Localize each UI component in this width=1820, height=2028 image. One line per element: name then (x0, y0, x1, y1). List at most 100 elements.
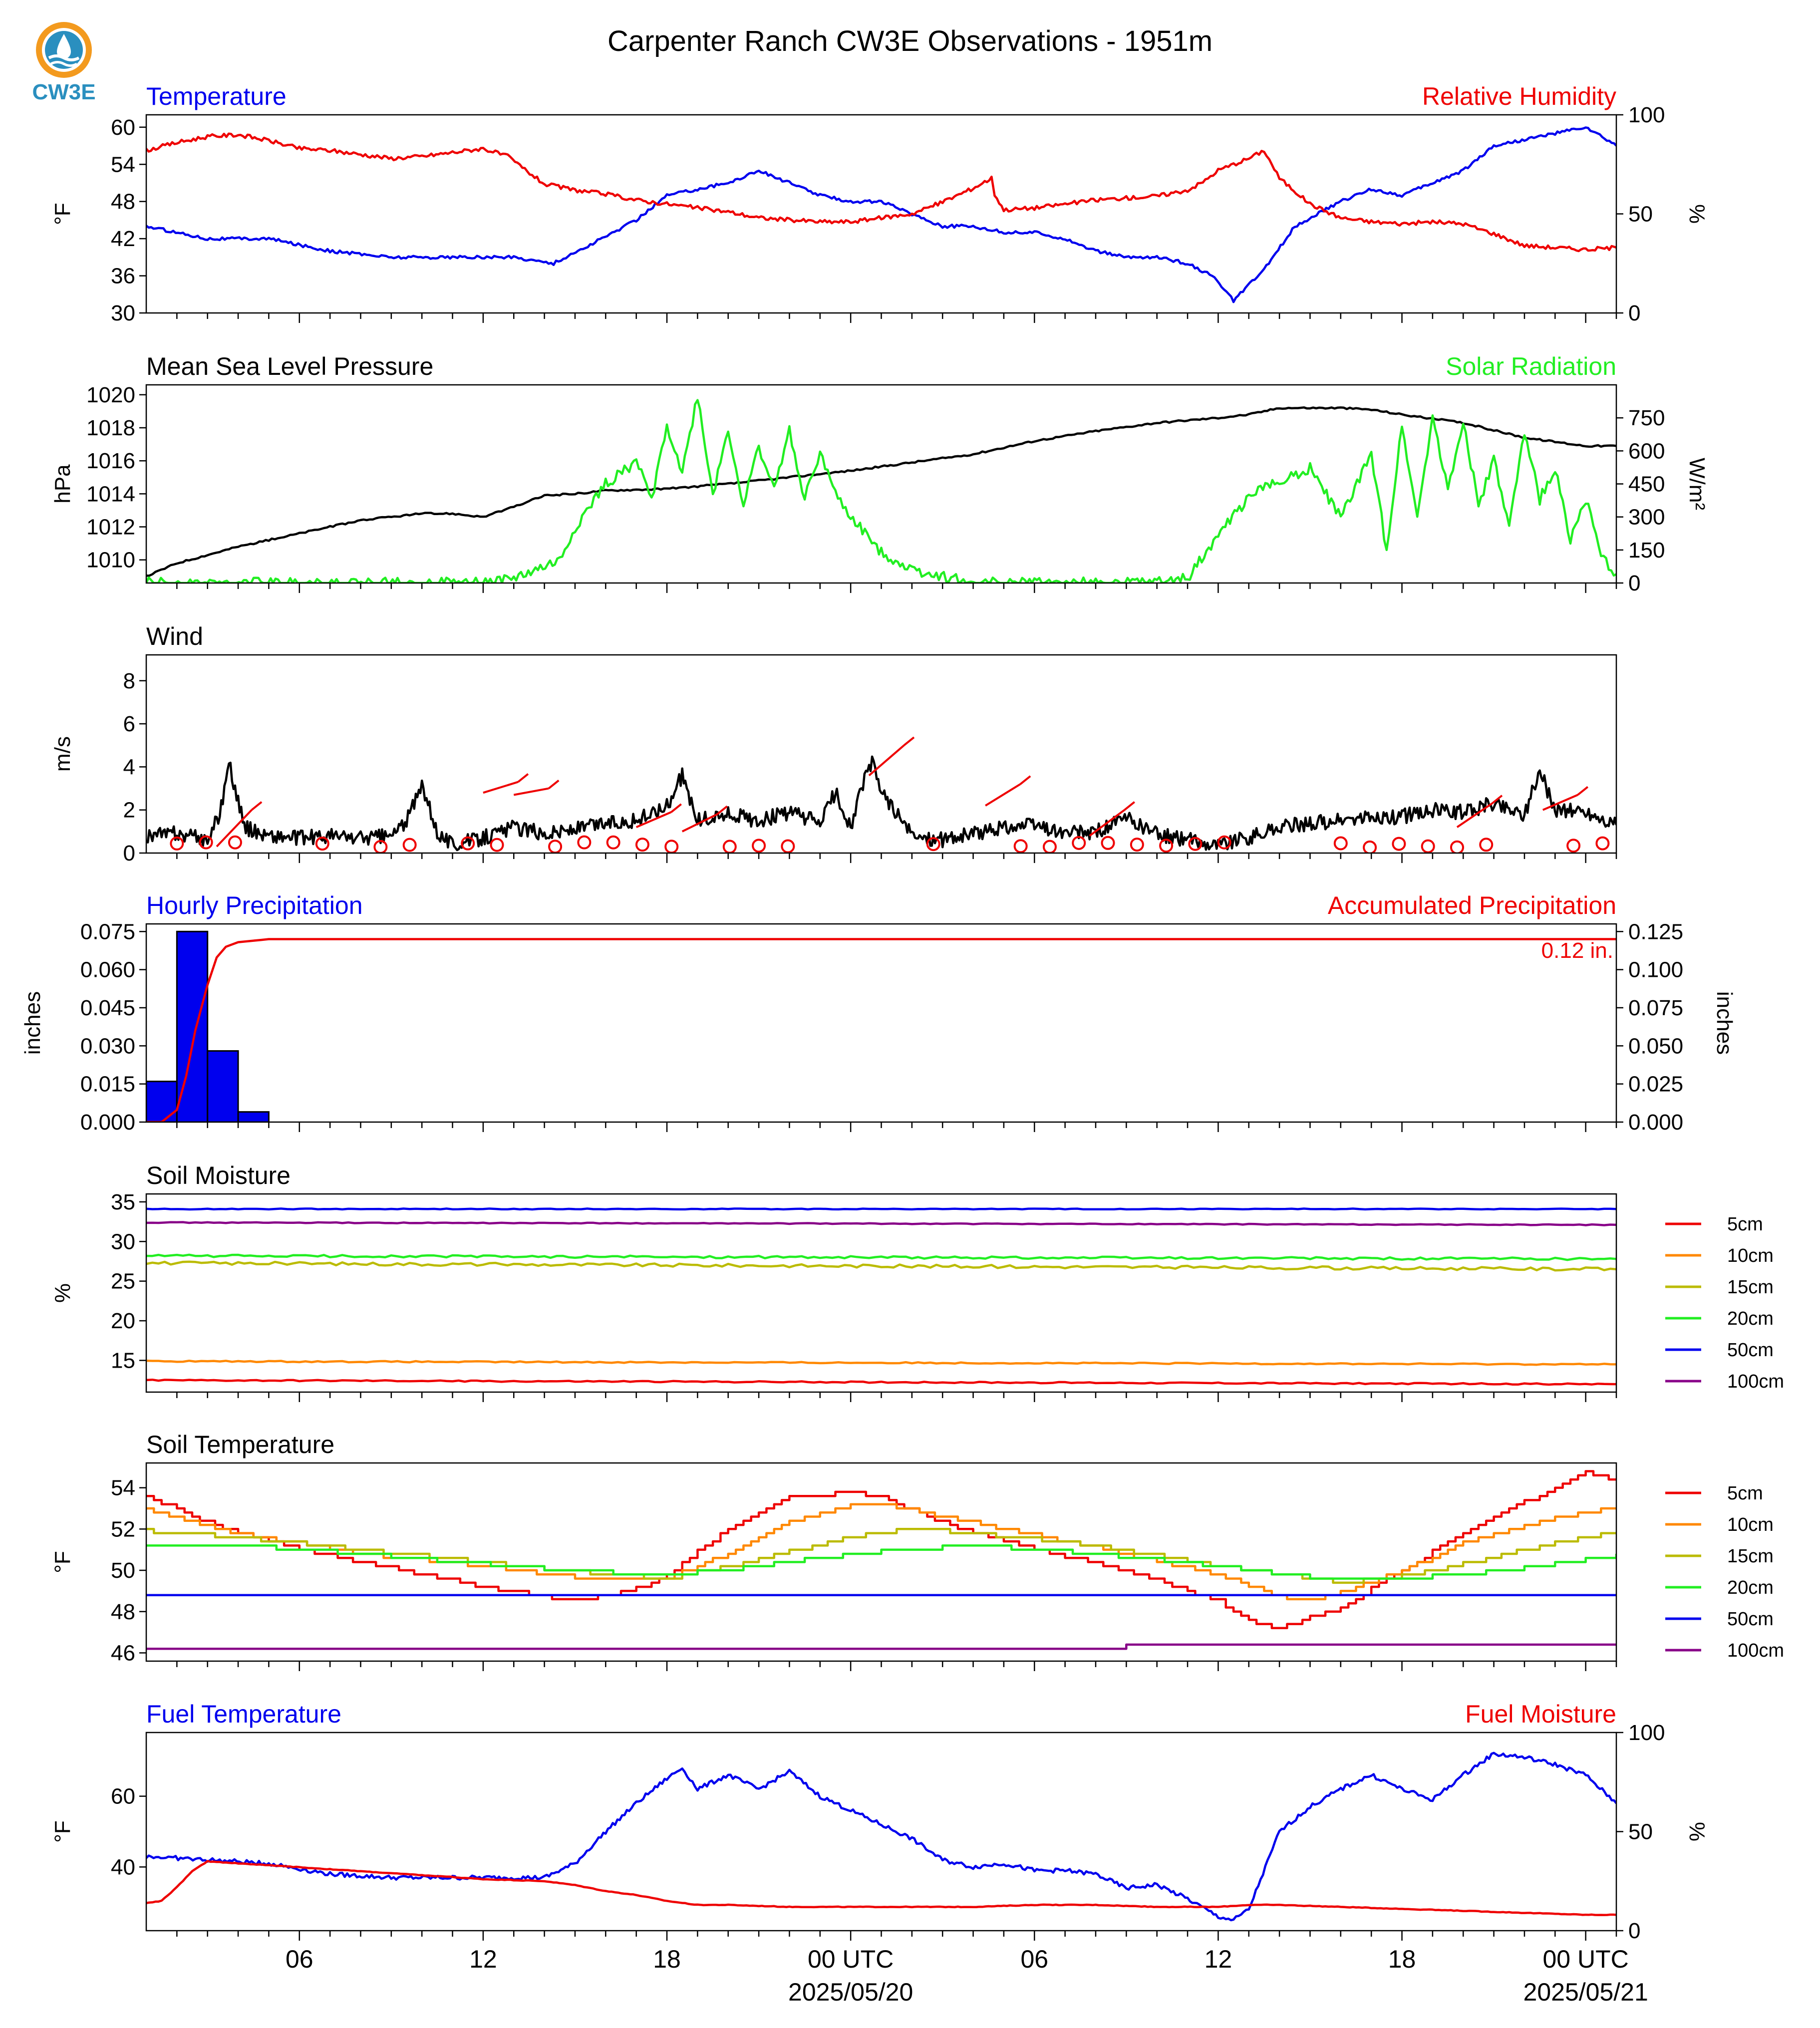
wind-calm-marker (199, 835, 213, 850)
y-axis-label-left: % (50, 1283, 75, 1303)
series-line-fuel-temperature (146, 1751, 1616, 1922)
y-tick-label-right: 0.100 (1628, 958, 1683, 982)
series-line-fuel-moisture (146, 1860, 1616, 1916)
wind-barb-flag (517, 773, 529, 783)
plot-area (146, 399, 1616, 583)
series-line-15cm (146, 1260, 1616, 1272)
x-date-label: 2025/05/20 (788, 1978, 913, 2006)
wind-barb (216, 809, 253, 848)
wind-calm-marker (781, 839, 795, 853)
y-axis-label-right: W/m² (1685, 458, 1709, 510)
x-date-label: 2025/05/21 (1523, 1978, 1648, 2006)
y-tick-label-left: 4 (123, 755, 135, 779)
y-tick-label-left: 30 (111, 1229, 135, 1254)
x-tick-label: 18 (1388, 1945, 1416, 1973)
legend-label: 100cm (1727, 1640, 1784, 1661)
y-tick-label-left: 8 (123, 669, 135, 693)
legend-label: 50cm (1727, 1340, 1774, 1361)
panel-right-title: Accumulated Precipitation (1328, 891, 1616, 919)
wind-barb (1456, 803, 1493, 828)
y-tick-label-left: 54 (111, 1476, 135, 1500)
y-tick-label-left: 25 (111, 1269, 135, 1294)
panel-right-title: Relative Humidity (1422, 82, 1616, 110)
series-line-20cm (146, 1253, 1616, 1261)
panel-left-title: Fuel Temperature (146, 1700, 341, 1728)
y-tick-label-left: 54 (111, 152, 135, 177)
panel-slp_solar: Mean Sea Level Pressure Solar Radiation 10… (50, 352, 1709, 595)
y-tick-label-left: 0.015 (80, 1072, 135, 1097)
y-axis-label-left: °F (50, 203, 75, 225)
y-tick-label-right: 750 (1628, 406, 1665, 430)
y-tick-label-right: 0.025 (1628, 1072, 1683, 1097)
y-tick-label-left: 15 (111, 1348, 135, 1373)
wind-calm-marker (1392, 837, 1406, 851)
wind-calm-marker (1188, 837, 1203, 851)
wind-calm-marker (1217, 835, 1231, 850)
y-tick-label-left: 1020 (86, 383, 135, 407)
y-tick-label-left: 0.000 (80, 1110, 135, 1135)
wind-calm-marker (315, 837, 329, 851)
y-tick-label-right: 450 (1628, 472, 1665, 497)
wind-barb (635, 811, 672, 829)
series-line-solar-radiation (146, 399, 1616, 583)
series-line-accumulated-precipitation (146, 938, 1616, 1122)
wind-barb-flag (1491, 795, 1503, 805)
x-tick-label: 12 (469, 1945, 497, 1973)
plot-area (146, 126, 1616, 303)
y-tick-label-left: 36 (111, 264, 135, 289)
y-tick-label-right: 100 (1628, 103, 1665, 127)
y-tick-label-left: 42 (111, 227, 135, 251)
series-line-100cm (146, 1221, 1616, 1226)
wind-calm-marker (1421, 839, 1435, 853)
panel-right-title: Fuel Moisture (1465, 1700, 1616, 1728)
wind-calm-marker (1101, 836, 1115, 850)
wind-calm-marker (635, 838, 649, 852)
precip-bar (237, 1111, 270, 1122)
y-axis-label-left: hPa (50, 464, 75, 504)
wind-calm-marker (1566, 839, 1581, 853)
wind-calm-marker (548, 840, 563, 853)
series-line-relative-humidity (146, 132, 1616, 253)
panel-left-title: Temperature (146, 82, 287, 110)
legend-label: 20cm (1727, 1308, 1774, 1329)
y-axis-label-left: m/s (50, 736, 75, 772)
y-tick-label-right: 0.050 (1628, 1034, 1683, 1058)
wind-calm-marker (722, 840, 737, 853)
wind-barb-flag (670, 803, 682, 813)
y-tick-label-left: 0.045 (80, 996, 135, 1020)
wind-barb (985, 783, 1021, 807)
wind-barb-flag (1019, 775, 1031, 785)
series-line-5cm (146, 1378, 1616, 1386)
legend-label: 5cm (1727, 1214, 1763, 1235)
wind-barb-flag (251, 801, 263, 811)
y-axis-label-right: inches (1712, 991, 1737, 1055)
y-tick-label-left: 1018 (86, 416, 135, 440)
panel-soil_temp: Soil Temperature 46 48 50 52 54 °F 5cm 10cm 15cm 2… (50, 1431, 1784, 1671)
series-line-20cm (146, 1544, 1616, 1580)
y-axis-label-left: °F (50, 1820, 75, 1842)
plot-area (146, 1751, 1616, 1922)
y-tick-label-left: 1014 (86, 482, 135, 506)
panel-right-title: Solar Radiation (1446, 352, 1616, 380)
series-line-temperature (146, 126, 1616, 303)
wind-calm-marker (926, 837, 940, 852)
x-tick-label: 06 (1020, 1945, 1048, 1973)
y-tick-label-left: 46 (111, 1641, 135, 1665)
page-title: Carpenter Ranch CW3E Observations - 1951… (607, 25, 1213, 57)
wind-calm-marker (490, 838, 504, 852)
panel-frame (145, 1732, 1617, 1932)
y-axis-label-left: °F (50, 1551, 75, 1573)
wind-calm-marker (1450, 840, 1464, 853)
series-line-10cm (146, 1359, 1616, 1366)
panel-left-title: Mean Sea Level Pressure (146, 352, 433, 380)
wind-calm-marker (606, 835, 620, 850)
wind-barb-flag (548, 779, 560, 790)
wind-calm-marker (1072, 836, 1086, 850)
legend-label: 10cm (1727, 1245, 1774, 1266)
panel-frame (145, 114, 1617, 314)
y-tick-label-left: 1016 (86, 449, 135, 473)
wind-barb (868, 744, 905, 777)
y-axis-label-right: % (1685, 1822, 1709, 1841)
y-tick-label-left: 50 (111, 1558, 135, 1583)
cw3e-logo-icon (36, 22, 92, 78)
